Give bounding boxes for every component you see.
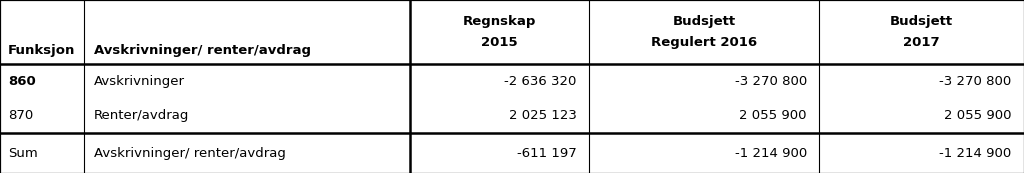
Text: Avskrivninger/ renter/avdrag: Avskrivninger/ renter/avdrag <box>94 44 311 57</box>
Text: 860: 860 <box>8 75 36 88</box>
Text: Funksjon: Funksjon <box>8 44 76 57</box>
Text: 870: 870 <box>8 109 34 122</box>
Text: -3 270 800: -3 270 800 <box>939 75 1012 88</box>
Text: -1 214 900: -1 214 900 <box>939 147 1012 160</box>
Text: 2 055 900: 2 055 900 <box>739 109 807 122</box>
Text: -1 214 900: -1 214 900 <box>734 147 807 160</box>
Text: Avskrivninger: Avskrivninger <box>94 75 185 88</box>
Text: Regnskap
2015: Regnskap 2015 <box>463 15 536 49</box>
Text: Sum: Sum <box>8 147 38 160</box>
Text: -3 270 800: -3 270 800 <box>734 75 807 88</box>
Text: -2 636 320: -2 636 320 <box>504 75 577 88</box>
Text: 2 025 123: 2 025 123 <box>509 109 577 122</box>
Text: Budsjett
Regulert 2016: Budsjett Regulert 2016 <box>651 15 757 49</box>
Text: -611 197: -611 197 <box>517 147 577 160</box>
Text: Avskrivninger/ renter/avdrag: Avskrivninger/ renter/avdrag <box>94 147 286 160</box>
Text: Renter/avdrag: Renter/avdrag <box>94 109 189 122</box>
Text: 2 055 900: 2 055 900 <box>944 109 1012 122</box>
Text: Budsjett
2017: Budsjett 2017 <box>890 15 953 49</box>
